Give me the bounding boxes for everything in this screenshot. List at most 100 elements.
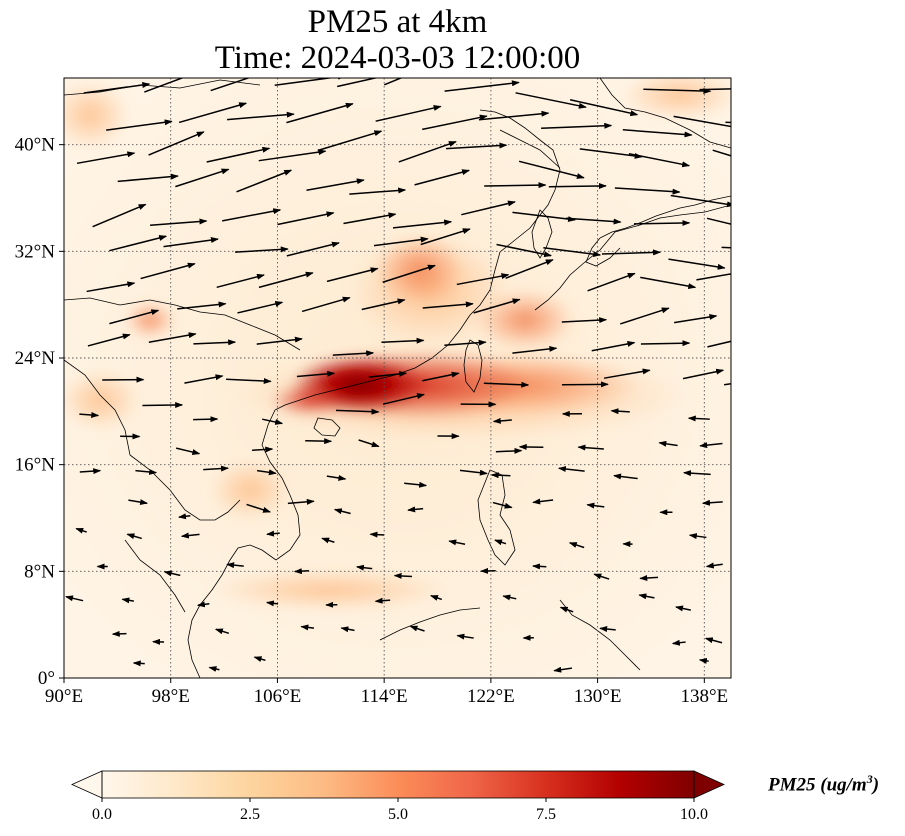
wind-arrow (658, 440, 678, 447)
wind-arrow (336, 78, 379, 88)
wind-arrow (696, 273, 731, 281)
wind-arrow (591, 340, 636, 352)
wind-arrow (326, 474, 347, 481)
wind-arrow (203, 465, 230, 472)
wind-arrow (548, 183, 607, 190)
wind-arrow (382, 393, 425, 405)
wind-arrow (473, 298, 521, 314)
wind-arrow (620, 307, 670, 325)
wind-arrow (448, 539, 466, 546)
wind-arrow (235, 246, 289, 253)
wind-arrow (688, 533, 707, 540)
y-tick-label: 40°N (15, 135, 56, 156)
wind-arrow (707, 340, 731, 348)
wind-arrow (368, 370, 408, 378)
wind-arrow (668, 258, 726, 270)
wind-arrow (79, 411, 100, 418)
wind-arrow (286, 102, 354, 124)
wind-arrow (495, 447, 523, 454)
wind-arrow (216, 273, 265, 289)
wind-arrow (149, 218, 208, 227)
wind-arrow (175, 447, 201, 455)
wind-arrow (512, 345, 558, 354)
wind-arrow (456, 633, 474, 640)
wind-arrow (492, 417, 512, 424)
wind-arrow (701, 499, 723, 506)
wind-arrow (461, 200, 516, 216)
wind-arrow (373, 236, 429, 247)
wind-arrow (335, 408, 380, 415)
gridlines (64, 78, 731, 678)
wind-arrow (355, 564, 373, 571)
wind-arrow (246, 503, 271, 513)
longitude-axis: 90°E 98°E 106°E 114°E 122°E 130°E 138°E (45, 678, 728, 707)
wind-arrow (144, 78, 185, 93)
wind-arrow (393, 572, 413, 579)
wind-arrow (502, 594, 517, 601)
wind-arrow (587, 272, 636, 292)
wind-arrow (515, 92, 587, 109)
wind-arrow (610, 408, 630, 415)
wind-arrow (126, 533, 142, 540)
wind-arrow (208, 666, 220, 672)
wind-arrow (375, 105, 442, 122)
wind-arrow (184, 374, 224, 384)
wind-arrow (332, 350, 375, 357)
wind-arrow (673, 314, 718, 324)
wind-arrow (518, 160, 585, 179)
wind-arrow (622, 129, 693, 138)
wind-arrow (210, 78, 251, 92)
wind-arrow (117, 173, 179, 183)
wind-arrow (614, 187, 681, 195)
wind-arrow (306, 178, 365, 191)
wind-arrow (177, 301, 227, 310)
wind-arrow (687, 415, 710, 422)
wind-arrow (633, 219, 691, 226)
wind-arrow (236, 169, 293, 193)
wind-arrow (349, 187, 407, 195)
wind-arrow (673, 115, 731, 128)
wind-arrow (381, 337, 425, 344)
wind-arrow (148, 131, 205, 156)
wind-arrow (566, 217, 622, 225)
wind-arrow (258, 149, 327, 162)
coastlines (64, 78, 731, 678)
wind-arrow (193, 339, 237, 346)
wind-arrow (92, 203, 147, 228)
wind-arrow (266, 530, 280, 537)
wind-arrow (258, 271, 314, 289)
colorbar-extend-max (693, 770, 725, 799)
wind-arrow (699, 88, 731, 91)
wind-arrow (109, 309, 160, 325)
wind-arrow (603, 368, 651, 379)
wind-arrow (430, 594, 443, 601)
wind-arrow (135, 468, 158, 475)
wind-arrow (490, 472, 511, 479)
wind-arrow (628, 152, 691, 168)
wind-arrow (293, 568, 309, 575)
wind-arrow (568, 542, 585, 549)
wind-arrow (175, 168, 230, 188)
wind-arrow (512, 211, 576, 223)
colorbar-extend-min (71, 770, 103, 799)
y-tick-label: 24°N (15, 348, 56, 369)
wind-arrow (382, 264, 436, 283)
wind-arrow (178, 102, 248, 124)
wind-arrow (317, 130, 383, 152)
wind-arrow (675, 605, 691, 612)
wind-arrow (478, 110, 550, 121)
wind-arrow (492, 501, 513, 509)
wind-arrow (142, 402, 184, 409)
colorbar-label: PM25 (ug/m3) (768, 772, 880, 796)
wind-arrow (287, 498, 315, 505)
wind-arrow (409, 625, 425, 632)
wind-arrow (128, 499, 149, 506)
wind-vectors (65, 78, 731, 673)
wind-arrow (699, 442, 723, 449)
y-tick-label: 8°N (24, 561, 55, 582)
wind-arrow (601, 249, 662, 256)
wind-arrow (446, 142, 508, 150)
wind-arrow (725, 121, 731, 124)
wind-arrow (227, 111, 295, 121)
